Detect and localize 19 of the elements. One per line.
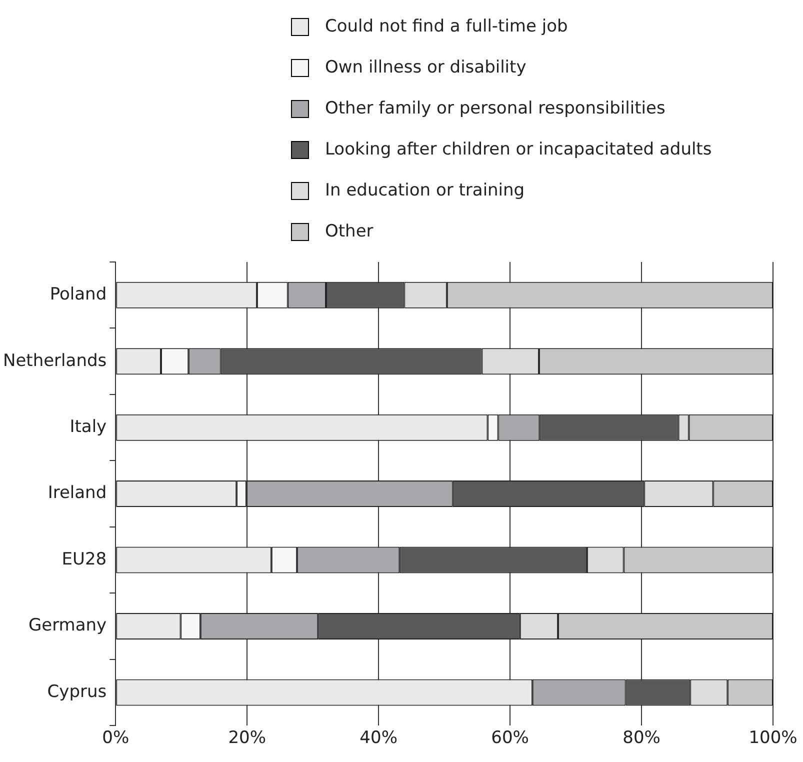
y-tick-label: Poland bbox=[50, 284, 107, 305]
y-tick-label: Ireland bbox=[48, 483, 107, 504]
y-tick-label: EU28 bbox=[62, 549, 107, 570]
legend-label: Could not find a full-time job bbox=[325, 16, 568, 36]
legend-label: Own illness or disability bbox=[325, 57, 526, 78]
legend-label: Looking after children or incapacitated adults bbox=[325, 139, 712, 160]
x-tick-label: 100% bbox=[748, 728, 798, 748]
y-tick-label: Germany bbox=[28, 616, 107, 636]
x-tick-label: 80% bbox=[622, 728, 660, 748]
x-tick-label: 0% bbox=[102, 728, 130, 748]
y-tick-label: Cyprus bbox=[47, 682, 107, 702]
legend-label: In education or training bbox=[325, 180, 525, 200]
x-tick-label: 40% bbox=[360, 728, 398, 748]
x-tick-label: 60% bbox=[491, 728, 529, 748]
legend-label: Other bbox=[325, 221, 374, 242]
y-tick-label: Italy bbox=[70, 416, 107, 437]
x-tick-label: 20% bbox=[228, 728, 266, 748]
y-tick-label: Netherlands bbox=[2, 350, 107, 371]
legend-label: Other family or personal responsibilities bbox=[325, 98, 666, 118]
